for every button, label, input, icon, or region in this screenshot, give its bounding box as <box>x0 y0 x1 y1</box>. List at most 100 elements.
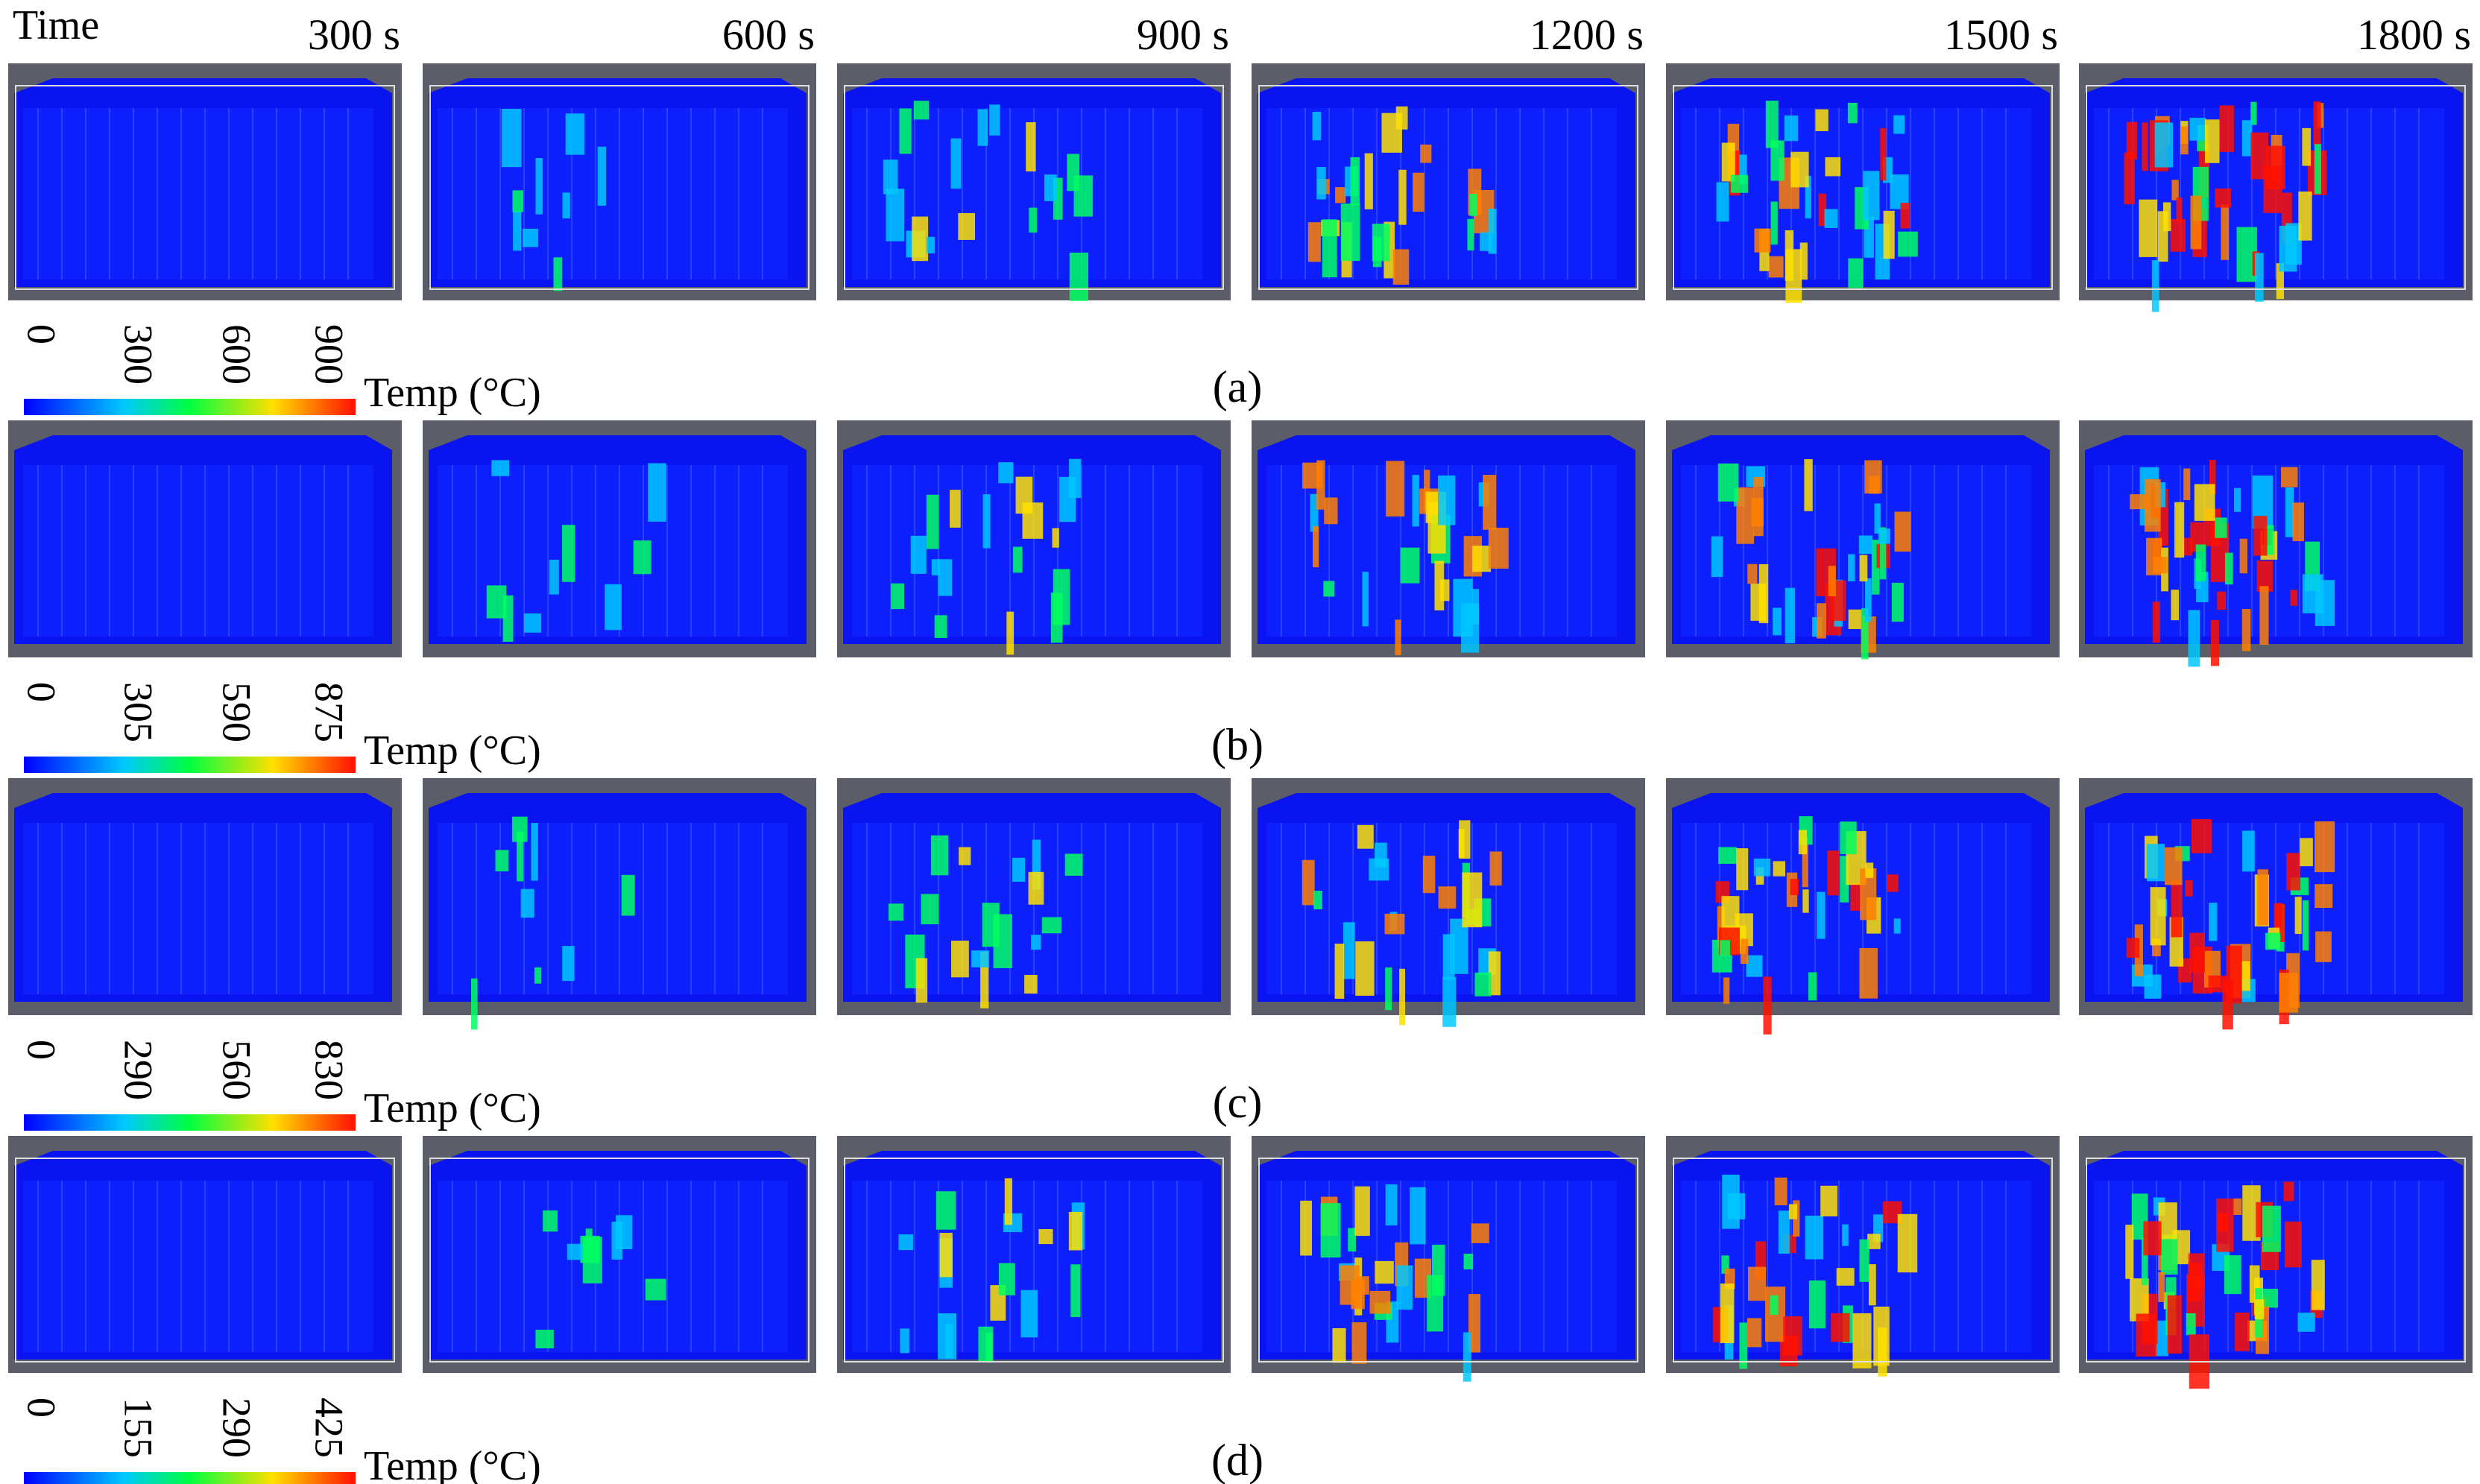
hot-region <box>2171 180 2179 201</box>
hot-region <box>1746 955 1763 977</box>
hot-region <box>1006 611 1015 655</box>
hot-region <box>1900 202 1911 229</box>
hot-region <box>1437 475 1456 525</box>
hot-region <box>1817 891 1826 939</box>
hot-region <box>1865 862 1874 878</box>
hot-region <box>913 101 930 120</box>
hot-region <box>2144 974 2162 999</box>
hot-region <box>2241 961 2250 991</box>
building-front <box>23 823 373 994</box>
hot-region <box>930 835 949 876</box>
hot-region <box>1774 1177 1788 1206</box>
hot-region <box>2292 502 2304 542</box>
hot-region <box>1412 475 1419 527</box>
hot-region <box>1362 572 1369 627</box>
hot-region <box>1488 527 1509 569</box>
simulation-panel <box>8 420 402 657</box>
hot-region <box>1859 555 1868 582</box>
hot-region <box>958 212 976 240</box>
hot-region <box>1750 583 1767 621</box>
hot-region <box>2171 590 2180 621</box>
hot-region <box>2224 552 2233 585</box>
hot-region <box>1300 1200 1313 1256</box>
hot-region <box>2142 122 2148 171</box>
hot-region <box>2210 619 2219 666</box>
hot-region <box>1041 917 1062 934</box>
simulation-panel <box>8 1136 402 1373</box>
hot-region <box>523 613 542 633</box>
hot-region <box>971 950 989 967</box>
hot-region <box>898 1234 913 1251</box>
hot-region <box>1028 871 1044 905</box>
hot-region <box>522 228 539 247</box>
hot-region <box>1721 1255 1729 1274</box>
hot-region <box>1818 193 1827 227</box>
building-front <box>438 108 788 280</box>
row-label: (a) <box>1213 362 1263 411</box>
hot-region <box>2315 884 2333 909</box>
simulation-panel <box>837 1136 1231 1373</box>
hot-region <box>2222 979 2233 1030</box>
hot-region <box>2284 1221 2302 1268</box>
hot-region <box>2141 1237 2148 1286</box>
hot-region <box>1032 839 1041 890</box>
hot-region <box>2185 880 2193 897</box>
hot-region <box>513 210 522 251</box>
hot-region <box>2265 932 2281 950</box>
domain-box <box>429 85 810 290</box>
hot-region <box>1847 102 1858 124</box>
hot-region <box>2188 610 2200 667</box>
simulation-panel <box>1666 1136 2060 1377</box>
hot-region <box>562 192 570 219</box>
colorbar-title: Temp (°C) <box>364 370 541 416</box>
hot-region <box>900 1328 910 1354</box>
hot-region <box>980 951 989 1008</box>
hot-region <box>2254 253 2264 302</box>
hot-region <box>1332 1327 1346 1363</box>
hot-region <box>2130 494 2150 510</box>
hot-region <box>1316 167 1326 200</box>
hot-region <box>2215 517 2227 538</box>
domain-box <box>15 1158 395 1363</box>
hot-region <box>1858 535 1873 555</box>
hot-region <box>2176 198 2183 223</box>
hot-region <box>1868 1264 1876 1306</box>
simulation-panel <box>1252 63 1645 300</box>
hot-region <box>1886 874 1899 892</box>
hot-region <box>1893 918 1901 934</box>
hot-region <box>2286 853 2301 891</box>
hot-region <box>1859 1239 1870 1282</box>
hot-region <box>1773 861 1786 877</box>
hot-region <box>977 109 988 146</box>
hot-region <box>1474 972 1492 997</box>
hot-region <box>1422 856 1436 894</box>
hot-region <box>2150 887 2166 946</box>
colorbar-tick-label: 600 <box>215 324 259 385</box>
hot-region <box>1805 1216 1824 1260</box>
hot-region <box>517 831 524 882</box>
colorbar-title: Temp (°C) <box>364 727 541 774</box>
hot-region <box>2144 479 2161 532</box>
hot-region <box>886 189 905 241</box>
hot-region <box>1747 1266 1767 1301</box>
hot-region <box>2315 931 2332 962</box>
hot-region <box>1324 497 1338 525</box>
hot-region <box>2167 1295 2183 1354</box>
hot-region <box>1740 938 1749 964</box>
hot-region <box>931 559 940 575</box>
hot-region <box>1763 976 1772 1035</box>
hot-region <box>2281 467 2298 487</box>
colorbar-title: Temp (°C) <box>364 1085 541 1131</box>
hot-region <box>1869 476 1880 494</box>
hot-region <box>1848 554 1855 581</box>
time-label: 1500 s <box>1944 10 2058 59</box>
hot-region <box>1070 1264 1081 1318</box>
hot-region <box>1396 1265 1413 1310</box>
hot-region <box>2253 516 2268 556</box>
hot-region <box>926 494 939 549</box>
colorbar <box>24 757 356 773</box>
hot-region <box>1312 526 1319 568</box>
hot-region <box>2233 1198 2242 1216</box>
hot-region <box>2164 847 2183 885</box>
hot-region <box>535 1330 554 1348</box>
